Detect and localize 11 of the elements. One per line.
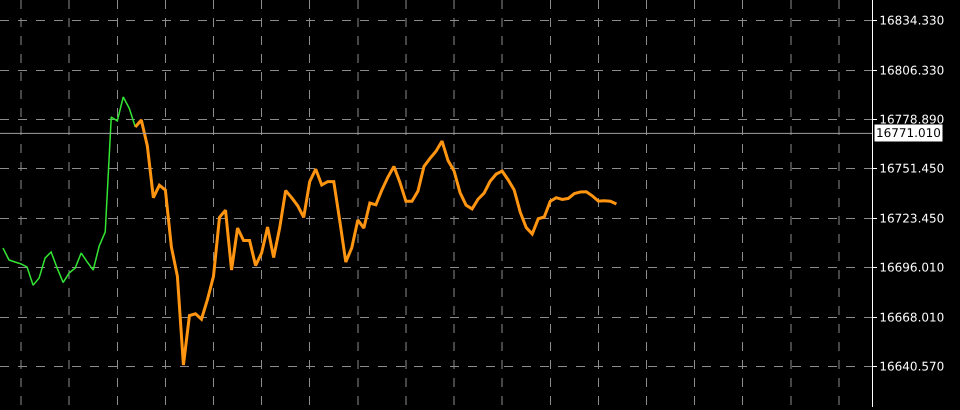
y-tick-label: 16696.010: [879, 260, 944, 275]
y-tick-label: 16751.450: [879, 162, 944, 176]
line-series: [134, 118, 618, 367]
y-tick-label: 16834.330: [879, 14, 944, 28]
ref-line-label: 16771.010: [876, 126, 941, 140]
y-tick-label: 16778.890: [879, 112, 944, 127]
y-tick-label: 16668.010: [879, 310, 944, 325]
y-tick-label: 16723.450: [879, 212, 944, 226]
line-series: [2, 96, 136, 286]
y-tick-label: 16640.570: [879, 360, 944, 374]
y-tick-label: 16806.330: [879, 64, 944, 78]
